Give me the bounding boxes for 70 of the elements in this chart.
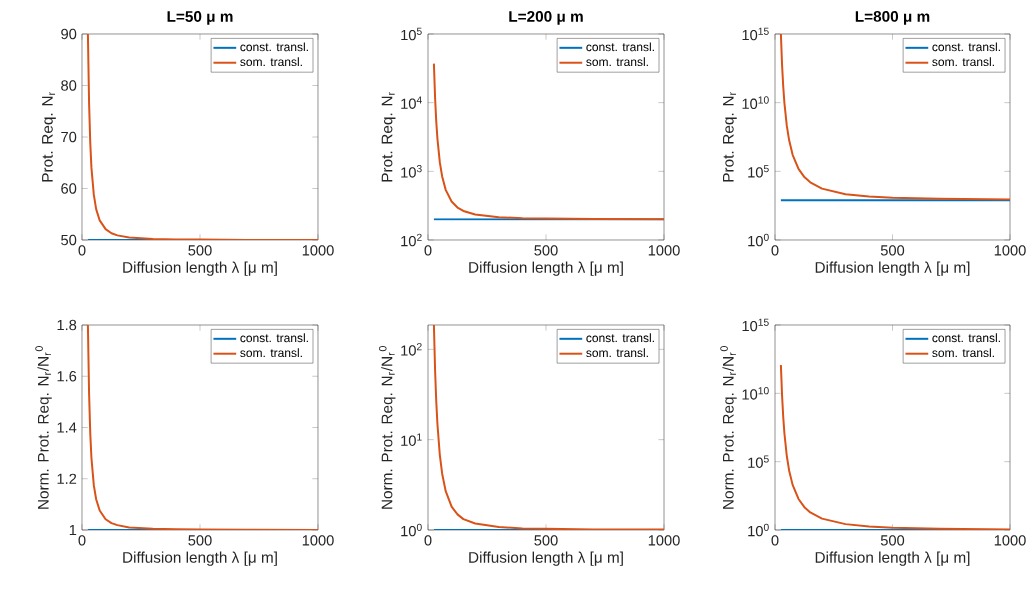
x-axis-title: Diffusion length λ [μ m] — [469, 551, 623, 566]
y-tick-label: 10$^{0}$ — [748, 233, 769, 247]
legend-label: const. transl. — [932, 42, 1000, 52]
legend-label: som. transl. — [586, 57, 648, 67]
x-tick-label: 0 — [424, 245, 432, 256]
y-tick-label: 1.2 — [57, 473, 77, 484]
x-tick-label: 1000 — [302, 535, 334, 546]
x-tick-label: 1000 — [994, 245, 1026, 256]
y-tick-label: 10$^{10}$ — [742, 96, 769, 109]
x-axis-title: Diffusion length λ [μ m] — [815, 261, 970, 276]
y-axis-title: Prot. Req. N$_{r}$ — [723, 92, 737, 182]
legend-label: som. transl. — [586, 348, 648, 358]
x-tick-label: 500 — [880, 535, 905, 546]
y-tick-label: 1.6 — [57, 371, 77, 382]
chart-title: L=50 μ m — [167, 11, 233, 25]
y-tick-label: 10$^{0}$ — [401, 523, 422, 537]
y-axis-title: Norm. Prot. Req. N$_{r}$/N$_{r}$0 — [378, 346, 396, 509]
y-tick-label: 10$^{2}$ — [401, 233, 422, 247]
y-tick-label: 10$^{15}$ — [742, 27, 769, 41]
x-tick-label: 1000 — [648, 535, 680, 546]
y-tick-label: 10$^{3}$ — [401, 165, 422, 178]
x-axis-title: Diffusion length λ [μ m] — [469, 261, 623, 276]
y-tick-label: 10$^{1}$ — [401, 433, 422, 446]
y-tick-label: 10$^{10}$ — [742, 387, 769, 400]
x-tick-label: 0 — [424, 535, 432, 546]
x-tick-label: 0 — [78, 535, 86, 546]
x-tick-label: 1000 — [302, 245, 334, 256]
x-axis-title: Diffusion length λ [μ m] — [123, 261, 277, 276]
y-tick-label: 80 — [61, 80, 77, 91]
legend-label: const. transl. — [586, 42, 654, 52]
y-tick-label: 90 — [61, 28, 77, 40]
x-tick-label: 500 — [188, 245, 212, 256]
x-tick-label: 500 — [534, 535, 558, 546]
legend-label: som. transl. — [240, 57, 302, 67]
y-tick-label: 50 — [61, 234, 77, 246]
legend-label: const. transl. — [932, 333, 1000, 343]
legend-label: const. transl. — [586, 333, 654, 343]
y-tick-label: 1 — [69, 524, 77, 536]
legend-label: const. transl. — [240, 333, 308, 343]
y-axis-title: Norm. Prot. Req. N$_{r}$/N$_{r}$0 — [35, 346, 52, 509]
y-tick-label: 10$^{2}$ — [401, 343, 422, 356]
legend-label: som. transl. — [240, 348, 302, 358]
y-tick-label: 10$^{15}$ — [742, 318, 769, 332]
y-tick-label: 1.8 — [57, 319, 77, 331]
y-tick-label: 10$^{5}$ — [748, 455, 769, 468]
legend-label: som. transl. — [932, 348, 994, 358]
x-tick-label: 500 — [188, 535, 212, 546]
x-tick-label: 1000 — [648, 245, 680, 256]
y-tick-label: 10$^{0}$ — [748, 523, 769, 537]
x-tick-label: 0 — [771, 245, 779, 256]
y-axis-title: Prot. Req. N$_{r}$ — [381, 92, 396, 182]
x-tick-label: 0 — [78, 245, 86, 256]
y-tick-label: 10$^{4}$ — [401, 96, 422, 109]
chart-title: L=800 μ m — [855, 11, 930, 25]
x-tick-label: 500 — [880, 245, 905, 256]
y-tick-label: 10$^{5}$ — [401, 27, 422, 41]
y-tick-label: 60 — [61, 183, 77, 194]
y-tick-label: 10$^{5}$ — [748, 165, 769, 178]
x-axis-title: Diffusion length λ [μ m] — [123, 551, 277, 566]
x-tick-label: 0 — [771, 535, 779, 546]
y-axis-title: Norm. Prot. Req. N$_{r}$/N$_{r}$0 — [720, 346, 737, 509]
chart-title: L=200 μ m — [509, 11, 583, 25]
x-tick-label: 500 — [534, 245, 558, 256]
x-axis-title: Diffusion length λ [μ m] — [815, 551, 970, 566]
x-tick-label: 1000 — [994, 535, 1026, 546]
y-axis-title: Prot. Req. N$_{r}$ — [42, 92, 56, 182]
y-tick-label: 70 — [61, 131, 77, 143]
y-tick-label: 1.4 — [57, 422, 77, 433]
legend-label: som. transl. — [932, 57, 994, 67]
legend-label: const. transl. — [240, 42, 308, 52]
